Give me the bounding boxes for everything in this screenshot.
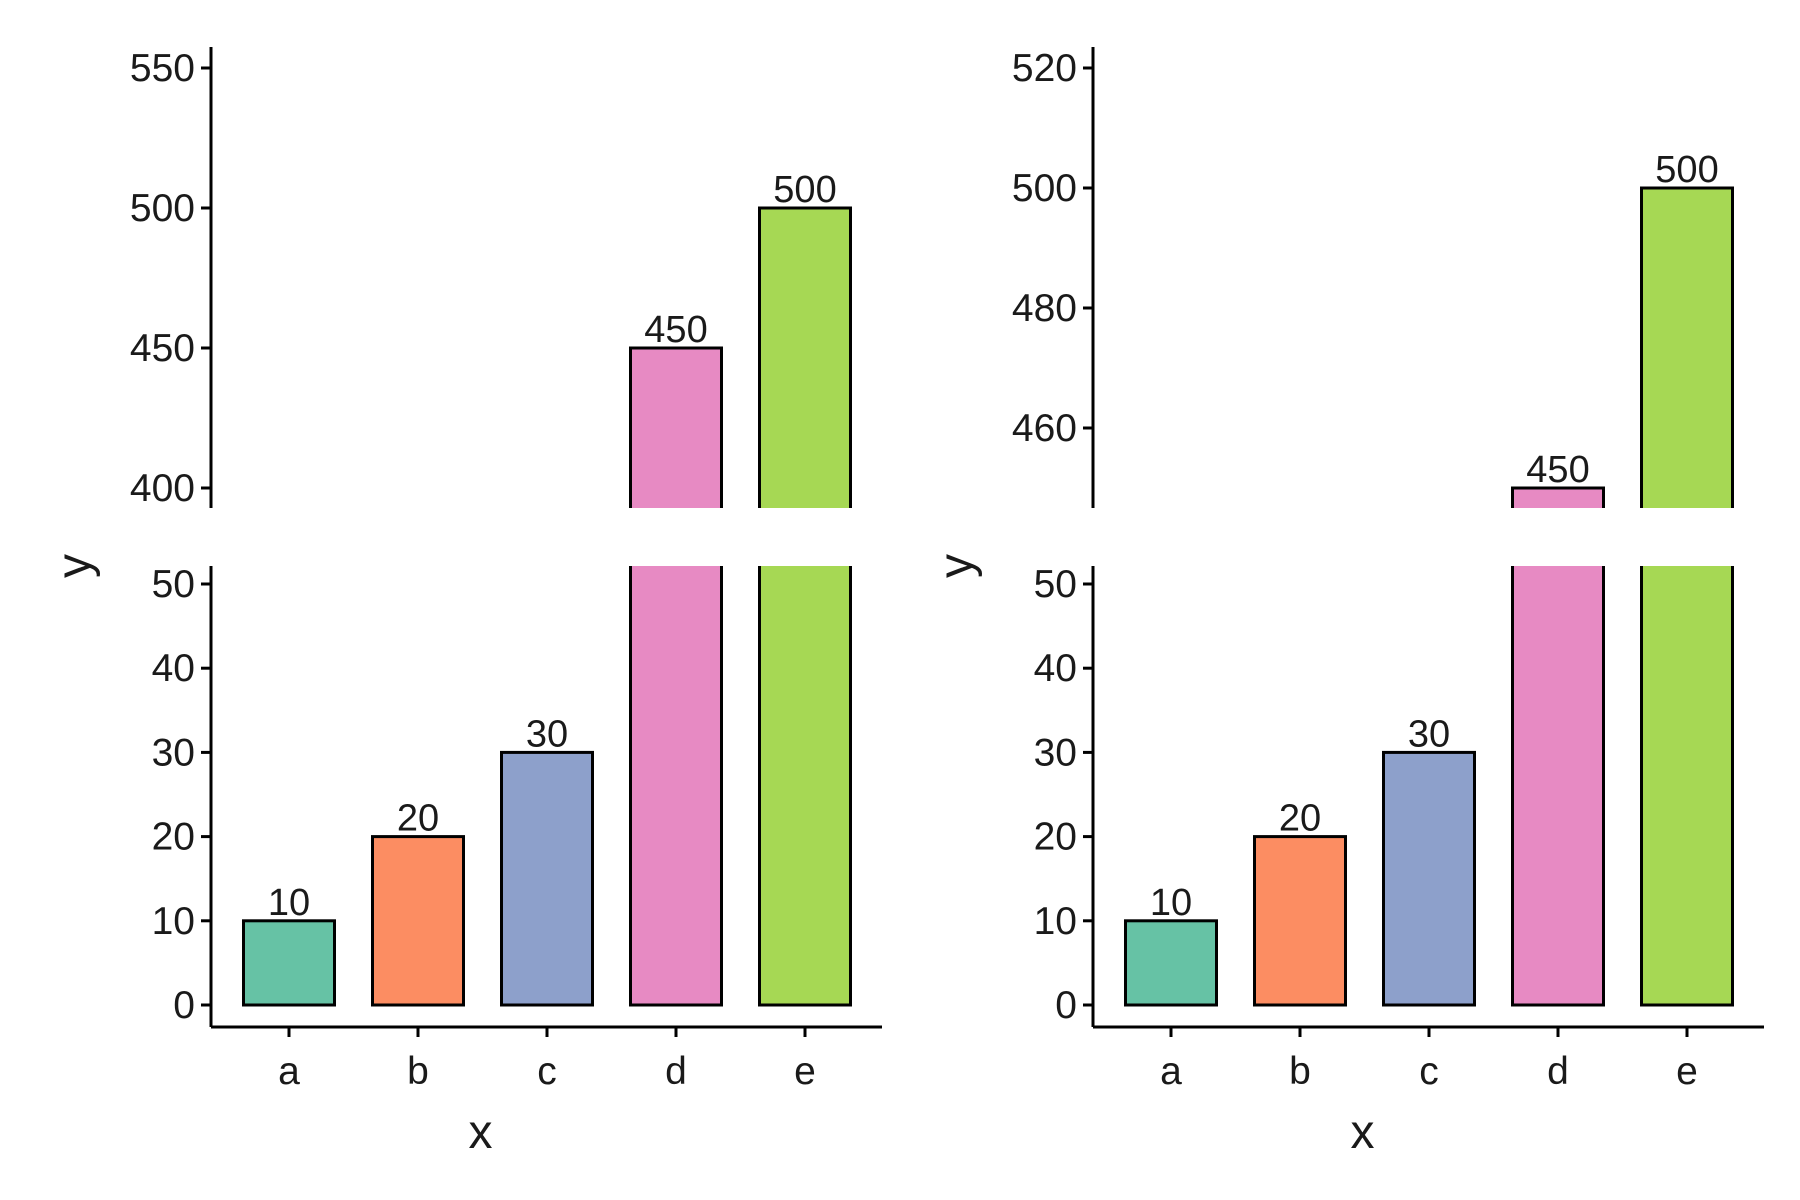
bar-a — [1124, 919, 1218, 1007]
left-bar-chart-panel: 0 10 20 30 40 50 400 450 500 550 a 10 b 20 c 30 d 450 e 500… — [48, 47, 882, 1159]
bar-value-label-e: 500 — [1655, 149, 1718, 191]
bar-d-upper-segment — [630, 348, 722, 508]
y-axis-title: y — [48, 554, 101, 578]
y-tick-label-upper: 520 — [1012, 47, 1077, 90]
bar-value-label-a: 10 — [268, 882, 310, 924]
bar-value-label-b: 20 — [1279, 798, 1321, 840]
y-tick-label-upper: 550 — [130, 47, 195, 90]
x-tick-label-a: a — [1160, 1050, 1182, 1093]
y-tick-label-lower: 50 — [152, 563, 195, 606]
bar-value-label-d: 450 — [644, 309, 707, 351]
x-axis-title: x — [1351, 1106, 1375, 1159]
bar-value-label-c: 30 — [1408, 713, 1450, 755]
bar-e-lower-outline — [758, 566, 852, 1007]
bar-value-label-d: 450 — [1526, 449, 1589, 491]
y-tick-label-upper: 480 — [1012, 287, 1077, 330]
y-tick-label-upper: 460 — [1012, 407, 1077, 450]
bar-e-lower-outline — [1640, 566, 1734, 1007]
x-tick-label-b: b — [1289, 1050, 1311, 1093]
bar-b — [1253, 835, 1347, 1007]
bar-d-lower-segment — [630, 566, 722, 1005]
y-tick-label-upper: 400 — [130, 467, 195, 510]
bar-value-label-a: 10 — [1150, 882, 1192, 924]
bar-d-lower-segment — [1512, 566, 1604, 1005]
x-tick-label-e: e — [1676, 1050, 1698, 1093]
y-tick-label-lower: 30 — [1034, 731, 1077, 774]
bar-c — [500, 750, 594, 1007]
bar-d-lower-outline — [1511, 566, 1605, 1007]
bar-value-label-b: 20 — [397, 798, 439, 840]
y-tick-label-lower: 30 — [152, 731, 195, 774]
bar-c — [1382, 750, 1476, 1007]
bar-value-label-e: 500 — [773, 169, 836, 211]
y-axis-title: y — [930, 554, 983, 578]
y-tick-label-upper: 500 — [130, 187, 195, 230]
x-axis-title: x — [469, 1106, 493, 1159]
bar-e-upper-segment — [1641, 188, 1733, 508]
bar-a — [242, 919, 336, 1007]
x-tick-label-e: e — [794, 1050, 816, 1093]
bar-value-label-c: 30 — [526, 713, 568, 755]
bar-e-upper-segment — [759, 208, 851, 508]
bar-d-lower-outline — [629, 566, 723, 1007]
x-tick-label-d: d — [1547, 1050, 1569, 1093]
y-tick-label-lower: 40 — [1034, 647, 1077, 690]
x-tick-label-a: a — [278, 1050, 300, 1093]
y-tick-label-lower: 10 — [152, 900, 195, 943]
bar-e-upper-outline — [1640, 186, 1734, 508]
right-bar-chart-panel: 0 10 20 30 40 50 460 480 500 520 a 10 b 20 c 30 d 450 e 500… — [930, 47, 1764, 1159]
y-tick-label-lower: 50 — [1034, 563, 1077, 606]
x-tick-label-b: b — [407, 1050, 429, 1093]
y-tick-label-lower: 20 — [1034, 816, 1077, 859]
bar-b — [371, 835, 465, 1007]
bar-e-lower-segment — [1641, 566, 1733, 1005]
bar-d-upper-outline — [1511, 486, 1605, 508]
y-tick-label-lower: 0 — [173, 984, 195, 1027]
y-tick-label-lower: 40 — [152, 647, 195, 690]
y-tick-label-upper: 450 — [130, 327, 195, 370]
bar-d-upper-outline — [629, 346, 723, 508]
x-tick-label-d: d — [665, 1050, 687, 1093]
bar-e-lower-segment — [759, 566, 851, 1005]
y-tick-label-upper: 500 — [1012, 167, 1077, 210]
bar-d-upper-segment — [1512, 488, 1604, 508]
y-tick-label-lower: 10 — [1034, 900, 1077, 943]
x-tick-label-c: c — [1419, 1050, 1439, 1093]
x-tick-label-c: c — [537, 1050, 557, 1093]
y-tick-label-lower: 0 — [1055, 984, 1077, 1027]
y-tick-label-lower: 20 — [152, 816, 195, 859]
bar-e-upper-outline — [758, 206, 852, 508]
